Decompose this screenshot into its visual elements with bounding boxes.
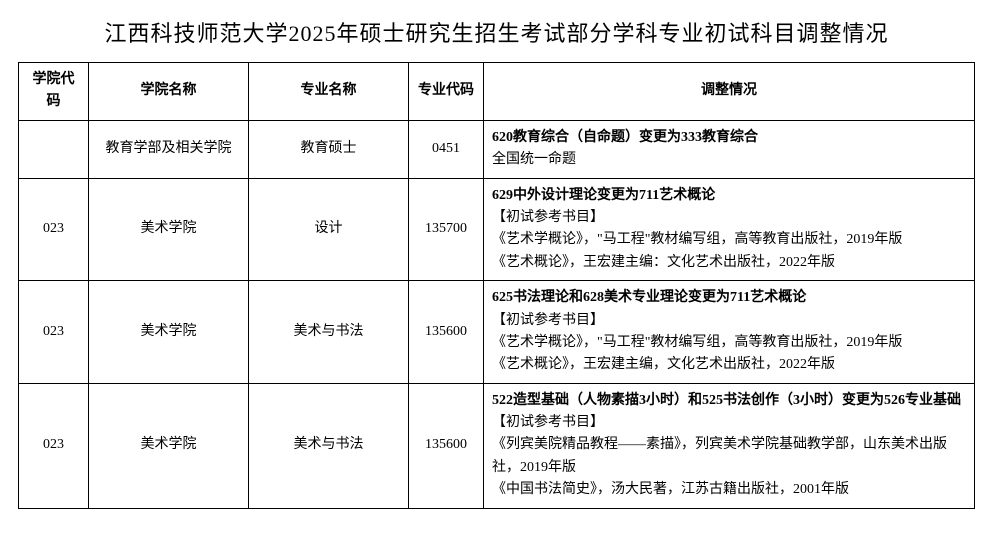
cell-adjustment: 629中外设计理论变更为711艺术概论 【初试参考书目】《艺术学概论》，"马工程… — [484, 178, 975, 281]
cell-mcode: 0451 — [409, 120, 484, 178]
adj-detail: 【初试参考书目】《列宾美院精品教程——素描》，列宾美术学院基础教学部，山东美术出… — [492, 415, 947, 497]
adj-headline: 620教育综合（自命题）变更为333教育综合 — [492, 130, 758, 145]
adj-headline: 522造型基础（人物素描3小时）和525书法创作（3小时）变更为526专业基础 — [492, 393, 961, 408]
adj-headline: 625书法理论和628美术专业理论变更为711艺术概论 — [492, 290, 806, 305]
page-title: 江西科技师范大学2025年硕士研究生招生考试部分学科专业初试科目调整情况 — [18, 16, 975, 48]
cell-adjustment: 625书法理论和628美术专业理论变更为711艺术概论 【初试参考书目】《艺术学… — [484, 281, 975, 384]
cell-adjustment: 522造型基础（人物素描3小时）和525书法创作（3小时）变更为526专业基础 … — [484, 383, 975, 508]
cell-code: 023 — [19, 281, 89, 384]
table-row: 教育学部及相关学院 教育硕士 0451 620教育综合（自命题）变更为333教育… — [19, 120, 975, 178]
cell-school: 美术学院 — [89, 383, 249, 508]
cell-school: 美术学院 — [89, 281, 249, 384]
adj-headline: 629中外设计理论变更为711艺术概论 — [492, 188, 715, 203]
adj-detail: 全国统一命题 — [492, 152, 576, 167]
col-header-code: 学院代码 — [19, 63, 89, 121]
table-header-row: 学院代码 学院名称 专业名称 专业代码 调整情况 — [19, 63, 975, 121]
cell-school: 教育学部及相关学院 — [89, 120, 249, 178]
cell-major: 教育硕士 — [249, 120, 409, 178]
cell-adjustment: 620教育综合（自命题）变更为333教育综合 全国统一命题 — [484, 120, 975, 178]
cell-mcode: 135700 — [409, 178, 484, 281]
cell-major: 美术与书法 — [249, 281, 409, 384]
col-header-adj: 调整情况 — [484, 63, 975, 121]
cell-major: 设计 — [249, 178, 409, 281]
cell-mcode: 135600 — [409, 281, 484, 384]
col-header-school: 学院名称 — [89, 63, 249, 121]
cell-mcode: 135600 — [409, 383, 484, 508]
adj-detail: 【初试参考书目】《艺术学概论》，"马工程"教材编写组，高等教育出版社，2019年… — [492, 313, 902, 373]
col-header-mcode: 专业代码 — [409, 63, 484, 121]
table-row: 023 美术学院 美术与书法 135600 625书法理论和628美术专业理论变… — [19, 281, 975, 384]
table-row: 023 美术学院 美术与书法 135600 522造型基础（人物素描3小时）和5… — [19, 383, 975, 508]
cell-school: 美术学院 — [89, 178, 249, 281]
cell-code — [19, 120, 89, 178]
adj-detail: 【初试参考书目】《艺术学概论》，"马工程"教材编写组，高等教育出版社，2019年… — [492, 210, 902, 270]
cell-code: 023 — [19, 178, 89, 281]
col-header-major: 专业名称 — [249, 63, 409, 121]
adjustment-table: 学院代码 学院名称 专业名称 专业代码 调整情况 教育学部及相关学院 教育硕士 … — [18, 62, 975, 509]
cell-major: 美术与书法 — [249, 383, 409, 508]
cell-code: 023 — [19, 383, 89, 508]
table-row: 023 美术学院 设计 135700 629中外设计理论变更为711艺术概论 【… — [19, 178, 975, 281]
